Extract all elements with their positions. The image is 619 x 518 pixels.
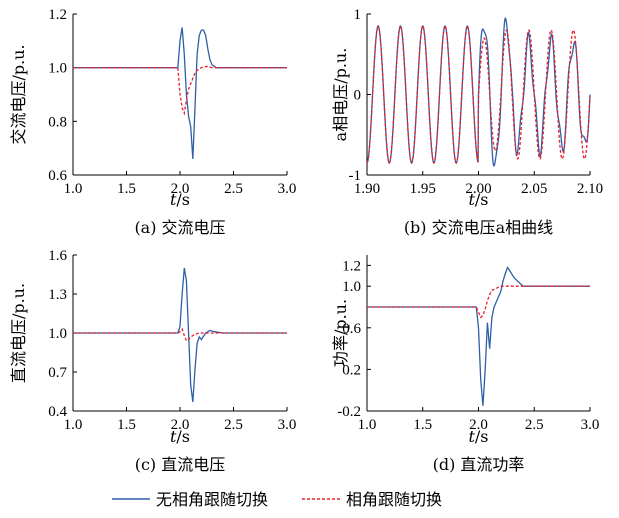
legend-label-no-phase-follow: 无相角跟随切换 <box>156 490 268 509</box>
y-tick-label: -0.2 <box>337 404 361 420</box>
x-tick-label: 2.5 <box>224 417 243 433</box>
series-line-phase-follow <box>367 285 590 319</box>
y-tick-label: 0.6 <box>342 321 361 337</box>
x-tick-label: 1.0 <box>358 417 377 433</box>
x-axis-label: t/s <box>468 190 488 209</box>
y-tick-label: 0 <box>354 88 362 104</box>
x-tick-label: 2.10 <box>577 181 603 197</box>
y-tick-label: 0.7 <box>48 365 67 381</box>
x-tick-label: 1.5 <box>117 417 136 433</box>
y-tick-label: 1.0 <box>342 279 361 295</box>
x-tick-label: 3.0 <box>581 417 600 433</box>
series-line-phase-follow <box>73 327 287 342</box>
panel-caption: (a) 交流电压 <box>134 218 225 237</box>
legend: 无相角跟随切换 相角跟随切换 <box>112 490 442 509</box>
x-tick-label: 1.0 <box>64 417 83 433</box>
x-tick-label: 2.5 <box>224 181 243 197</box>
x-tick-label: 2.00 <box>465 181 491 197</box>
series-line-phase-follow <box>73 65 287 116</box>
y-tick-label: -1 <box>349 168 362 184</box>
chart-panel-a: 1.0 1.5 2.0 2.5 3.0 0.6 0.8 1.0 1.2 t/s 交流电压/p.u. (… <box>9 7 296 237</box>
series-line-phase-follow <box>366 25 591 164</box>
series-line-no-phase-follow <box>73 27 287 159</box>
y-axis-label: a相电压/p.u. <box>331 48 350 142</box>
y-tick-label: 1.2 <box>342 258 361 274</box>
x-tick-label: 1.5 <box>117 181 136 197</box>
y-axis-label: 功率/p.u. <box>331 299 350 367</box>
x-tick-label: 2.05 <box>521 181 547 197</box>
x-axis-label: t/s <box>170 427 190 446</box>
chart-panel-c: 1.0 1.5 2.0 2.5 3.0 0.4 0.7 1.0 1.3 1.6 t/s 直流电压/p.… <box>9 248 296 474</box>
panel-caption: (d) 直流功率 <box>433 455 525 474</box>
x-axis-label: t/s <box>170 190 190 209</box>
x-tick-label: 1.5 <box>413 417 432 433</box>
y-tick-label: 0.8 <box>48 114 67 130</box>
x-axis-label: t/s <box>468 427 488 446</box>
x-tick-label: 2.0 <box>171 181 190 197</box>
y-tick-label: 1.0 <box>48 61 67 77</box>
y-tick-label: 0.2 <box>342 362 361 378</box>
x-tick-label: 2.0 <box>171 417 190 433</box>
legend-label-phase-follow: 相角跟随切换 <box>346 490 442 509</box>
panel-caption: (c) 直流电压 <box>135 455 226 474</box>
y-axis-label: 直流电压/p.u. <box>9 283 28 383</box>
x-tick-label: 1.90 <box>354 181 380 197</box>
y-tick-label: 1.2 <box>48 7 67 23</box>
series-line-no-phase-follow <box>73 267 287 402</box>
series-line-no-phase-follow <box>367 266 590 406</box>
x-tick-label: 1.0 <box>64 181 83 197</box>
y-tick-label: 1 <box>354 7 362 23</box>
y-tick-label: 1.0 <box>48 326 67 342</box>
y-tick-label: 1.6 <box>48 248 67 264</box>
x-tick-label: 2.5 <box>525 417 544 433</box>
panel-caption: (b) 交流电压a相曲线 <box>404 218 553 237</box>
x-tick-label: 2.0 <box>469 417 488 433</box>
x-tick-label: 1.95 <box>410 181 436 197</box>
x-tick-label: 3.0 <box>278 181 297 197</box>
y-tick-label: 0.6 <box>48 168 67 184</box>
x-tick-label: 3.0 <box>278 417 297 433</box>
chart-panel-b: 1.90 1.95 2.00 2.05 2.10 -1 0 1 t/s a相电压/p.u. (b) … <box>331 7 603 237</box>
y-tick-label: 0.4 <box>48 404 67 420</box>
chart-panel-d: 1.0 1.5 2.0 2.5 3.0 -0.2 0.2 0.6 1.0 1.2 t/s 功率/p.u… <box>331 255 599 474</box>
y-tick-label: 1.3 <box>48 287 67 303</box>
y-axis-label: 交流电压/p.u. <box>9 44 28 144</box>
